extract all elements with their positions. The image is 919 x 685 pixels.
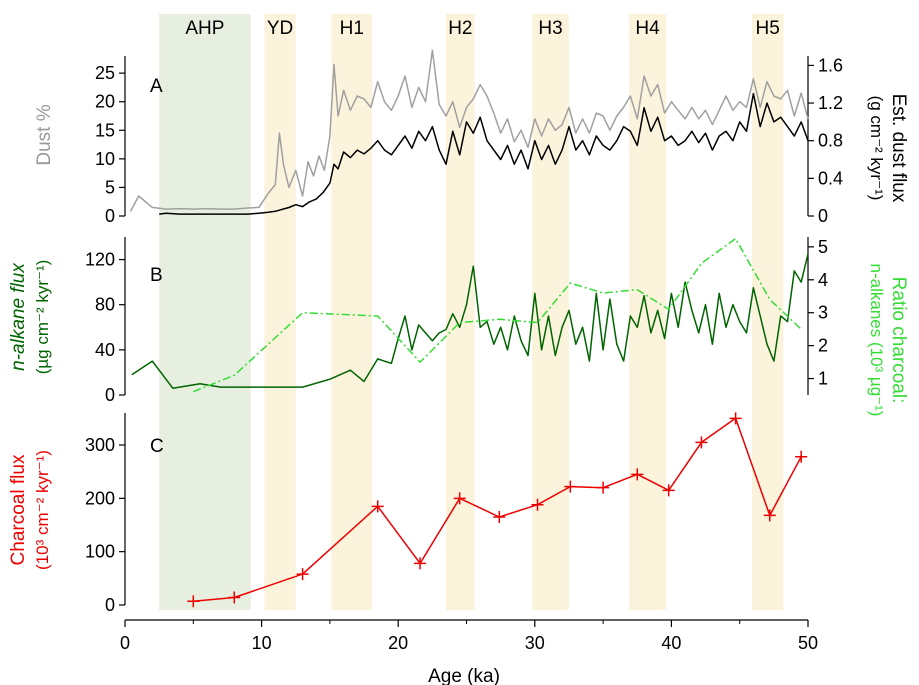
- panel-c-series-0-line: [193, 417, 802, 603]
- panel-b-left-axis-title-line1: n-alkane flux: [8, 262, 29, 371]
- panel-a-left-tick-label-5: 25: [95, 63, 115, 83]
- x-tick-label-0: 0: [120, 633, 130, 653]
- panel-a-right-tick-label-1: 0.4: [818, 168, 843, 188]
- panel-a-left-tick-label-1: 5: [105, 177, 115, 197]
- panel-c-left-tick-label-2: 200: [85, 488, 115, 508]
- panel-a-left-tick-label-2: 10: [95, 149, 115, 169]
- panel-letter-b: B: [150, 265, 163, 286]
- panel-b-right-tick-label-0: 1: [818, 369, 828, 389]
- panel-c-series-0-marker-7: [531, 498, 544, 511]
- panel-c-series-0-marker-8: [564, 480, 577, 493]
- interval-label-4: H3: [538, 18, 562, 39]
- panel-c-series-0-marker-1: [228, 591, 241, 604]
- x-tick-label-3: 30: [525, 633, 545, 653]
- panel-b-right-tick-label-1: 2: [818, 336, 828, 356]
- panel-a-series-0-line: [129, 49, 809, 212]
- panel-c-series-0-marker-4: [414, 557, 427, 570]
- panel-a-right-tick-label-4: 1.6: [818, 55, 843, 75]
- panel-letter-a: A: [150, 76, 163, 97]
- panel-a-right-tick-label-2: 0.8: [818, 131, 843, 151]
- panel-c-series-0-marker-5: [453, 492, 466, 505]
- interval-label-0: AHP: [185, 18, 224, 39]
- panel-b-series-1-line: [193, 237, 802, 393]
- panel-b-right-tick-label-3: 4: [818, 270, 828, 290]
- plot-content: 051015202500.40.81.21.604080120123450100…: [85, 49, 843, 653]
- panel-c-series-0-marker-14: [763, 509, 776, 522]
- panel-c-series-0-marker-6: [493, 511, 506, 523]
- panel-c-left-tick-label-0: 0: [105, 595, 115, 615]
- interval-band-0: [159, 14, 251, 610]
- panel-a-right-axis-title-line2: (g cm⁻² kyr⁻¹): [867, 96, 886, 201]
- interval-label-3: H2: [448, 18, 472, 39]
- panel-c-series-0-marker-15: [795, 450, 808, 463]
- x-tick-label-1: 10: [252, 633, 272, 653]
- panel-a-left-axis-title: Dust %: [34, 104, 55, 165]
- interval-label-5: H4: [635, 18, 660, 39]
- panel-letter-c: C: [150, 436, 164, 457]
- panel-c-series-0-marker-10: [631, 468, 644, 481]
- panel-b-left-tick-label-3: 120: [85, 250, 115, 270]
- shaded-intervals: AHP YD H1 H2 H3 H4 H5: [159, 14, 784, 610]
- panel-c-left-tick-label-1: 100: [85, 542, 115, 562]
- panel-a-series-1-line: [159, 92, 809, 215]
- panel-c-series-0-marker-3: [371, 500, 384, 513]
- panel-c-left-axis-title-line1: Charcoal flux: [8, 454, 29, 565]
- interval-label-2: H1: [340, 18, 364, 39]
- panel-b-left-tick-label-1: 40: [95, 340, 115, 360]
- panel-b-right-tick-label-4: 5: [818, 237, 828, 257]
- panel-b-right-axis-title-line1: Ratio charcoal:: [888, 277, 909, 404]
- panel-a-right-tick-label-3: 1.2: [818, 93, 843, 113]
- panel-a-left-tick-label-4: 20: [95, 92, 115, 112]
- panel-c-series-0-marker-0: [187, 595, 200, 608]
- panel-b-left-tick-label-0: 0: [105, 385, 115, 405]
- panel-b-series-0-line: [131, 253, 809, 389]
- panel-b-right-tick-label-2: 3: [818, 303, 828, 323]
- panel-c-series-0-marker-13: [729, 412, 742, 425]
- x-tick-label-2: 20: [388, 633, 408, 653]
- panel-c-series-0-marker-9: [597, 481, 610, 494]
- panel-b-left-axis-title-line2: (µg cm⁻² kyr⁻¹): [33, 260, 52, 375]
- panel-a-right-axis-title-line1: Est. dust flux: [888, 94, 909, 203]
- panel-a-left-tick-label-0: 0: [105, 206, 115, 226]
- interval-label-1: YD: [267, 18, 293, 39]
- x-tick-label-5: 50: [798, 633, 818, 653]
- panel-a-right-tick-label-0: 0: [818, 206, 828, 226]
- panel-b-left-tick-label-2: 80: [95, 295, 115, 315]
- panel-c-series-0-marker-2: [296, 568, 309, 581]
- panel-c-series-0-marker-12: [695, 436, 708, 449]
- interval-band-1: [264, 14, 296, 610]
- panel-c-series-0-marker-11: [662, 484, 675, 497]
- panel-a-left-tick-label-3: 15: [95, 120, 115, 140]
- x-axis-title: Age (ka): [428, 666, 500, 685]
- panel-c-left-tick-label-3: 300: [85, 435, 115, 455]
- x-tick-label-4: 40: [661, 633, 681, 653]
- panel-b-right-axis-title-line2: n-alkanes (10³ µg⁻¹): [867, 264, 886, 417]
- interval-band-3: [446, 14, 475, 610]
- panel-c-left-axis-title-line2: (10³ cm⁻² kyr⁻¹): [33, 450, 52, 570]
- interval-label-6: H5: [756, 18, 780, 39]
